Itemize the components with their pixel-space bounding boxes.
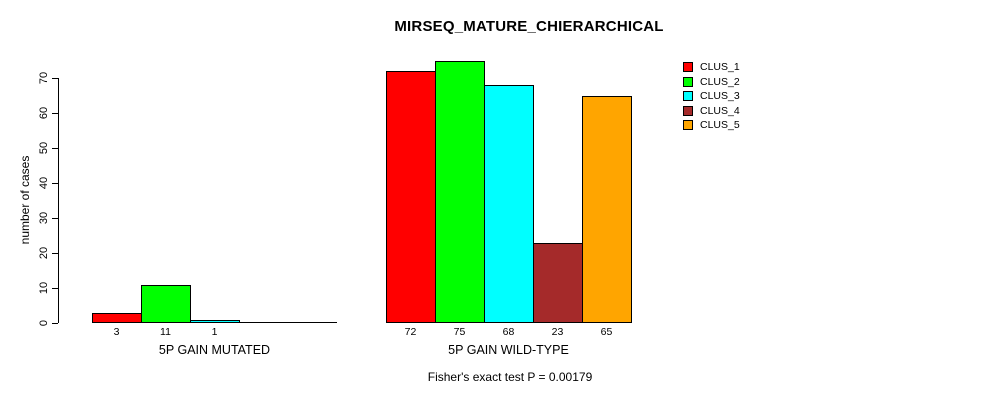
y-axis-tick [52, 182, 58, 184]
y-axis-tick-label: 0 [38, 319, 50, 327]
chart-title: MIRSEQ_MATURE_CHIERARCHICAL [394, 18, 664, 35]
bar-value-label: 23 [551, 326, 564, 338]
y-axis-tick-label: 10 [38, 281, 50, 295]
legend-item: CLUS_4 [683, 104, 740, 117]
y-axis-tick-label: 70 [38, 71, 50, 85]
y-axis-tick [52, 112, 58, 114]
bar-clus_4-group2 [533, 242, 583, 323]
legend: CLUS_1 CLUS_2 CLUS_3 CLUS_4 CLUS_5 [683, 62, 740, 135]
group-label: 5P GAIN WILD-TYPE [448, 343, 569, 357]
y-axis-tick-label: 20 [38, 246, 50, 260]
legend-item: CLUS_5 [683, 120, 740, 130]
legend-label: CLUS_5 [700, 119, 740, 131]
bar-clus_2-group1 [141, 284, 191, 323]
y-axis-line [58, 78, 59, 323]
legend-color-swatch [683, 62, 693, 72]
group-label: 5P GAIN MUTATED [158, 343, 271, 357]
y-axis-tick [52, 77, 58, 79]
bar-clus_1-group1 [92, 312, 142, 323]
y-axis-tick-label: 40 [38, 176, 50, 190]
bar-clus_2-group2 [435, 60, 485, 323]
bar-value-label: 1 [211, 326, 218, 338]
bar-clus_5-group2 [582, 95, 632, 323]
legend-color-swatch [683, 76, 693, 87]
legend-label: CLUS_2 [700, 75, 740, 88]
bar-value-label: 65 [600, 326, 613, 338]
legend-item: CLUS_2 [683, 75, 740, 88]
legend-color-swatch [683, 91, 693, 101]
y-axis-tick-label: 60 [38, 106, 50, 120]
y-axis-tick-label: 50 [38, 141, 50, 155]
legend-item: CLUS_1 [683, 62, 740, 72]
y-axis-tick [52, 147, 58, 149]
legend-color-swatch [683, 105, 693, 116]
y-axis-tick [52, 217, 58, 219]
legend-label: CLUS_4 [700, 104, 740, 117]
bar-value-label: 3 [113, 326, 120, 338]
y-axis-tick [52, 287, 58, 289]
bar-value-label: 72 [404, 326, 417, 338]
fisher-test-annotation: Fisher's exact test P = 0.00179 [427, 370, 593, 384]
y-axis-tick [52, 322, 58, 324]
legend-label: CLUS_1 [700, 61, 740, 73]
bar-clus_1-group2 [386, 71, 436, 323]
y-axis-tick-label: 30 [38, 211, 50, 225]
bar-value-label: 11 [160, 326, 171, 338]
legend-item: CLUS_3 [683, 91, 740, 101]
bar-clus_3-group2 [484, 85, 534, 323]
bar-clus_3-group1 [190, 319, 240, 323]
y-axis-tick [52, 252, 58, 254]
bar-value-label: 75 [453, 326, 466, 338]
legend-label: CLUS_3 [700, 90, 740, 102]
legend-color-swatch [683, 120, 693, 130]
bar-value-label: 68 [502, 326, 515, 338]
